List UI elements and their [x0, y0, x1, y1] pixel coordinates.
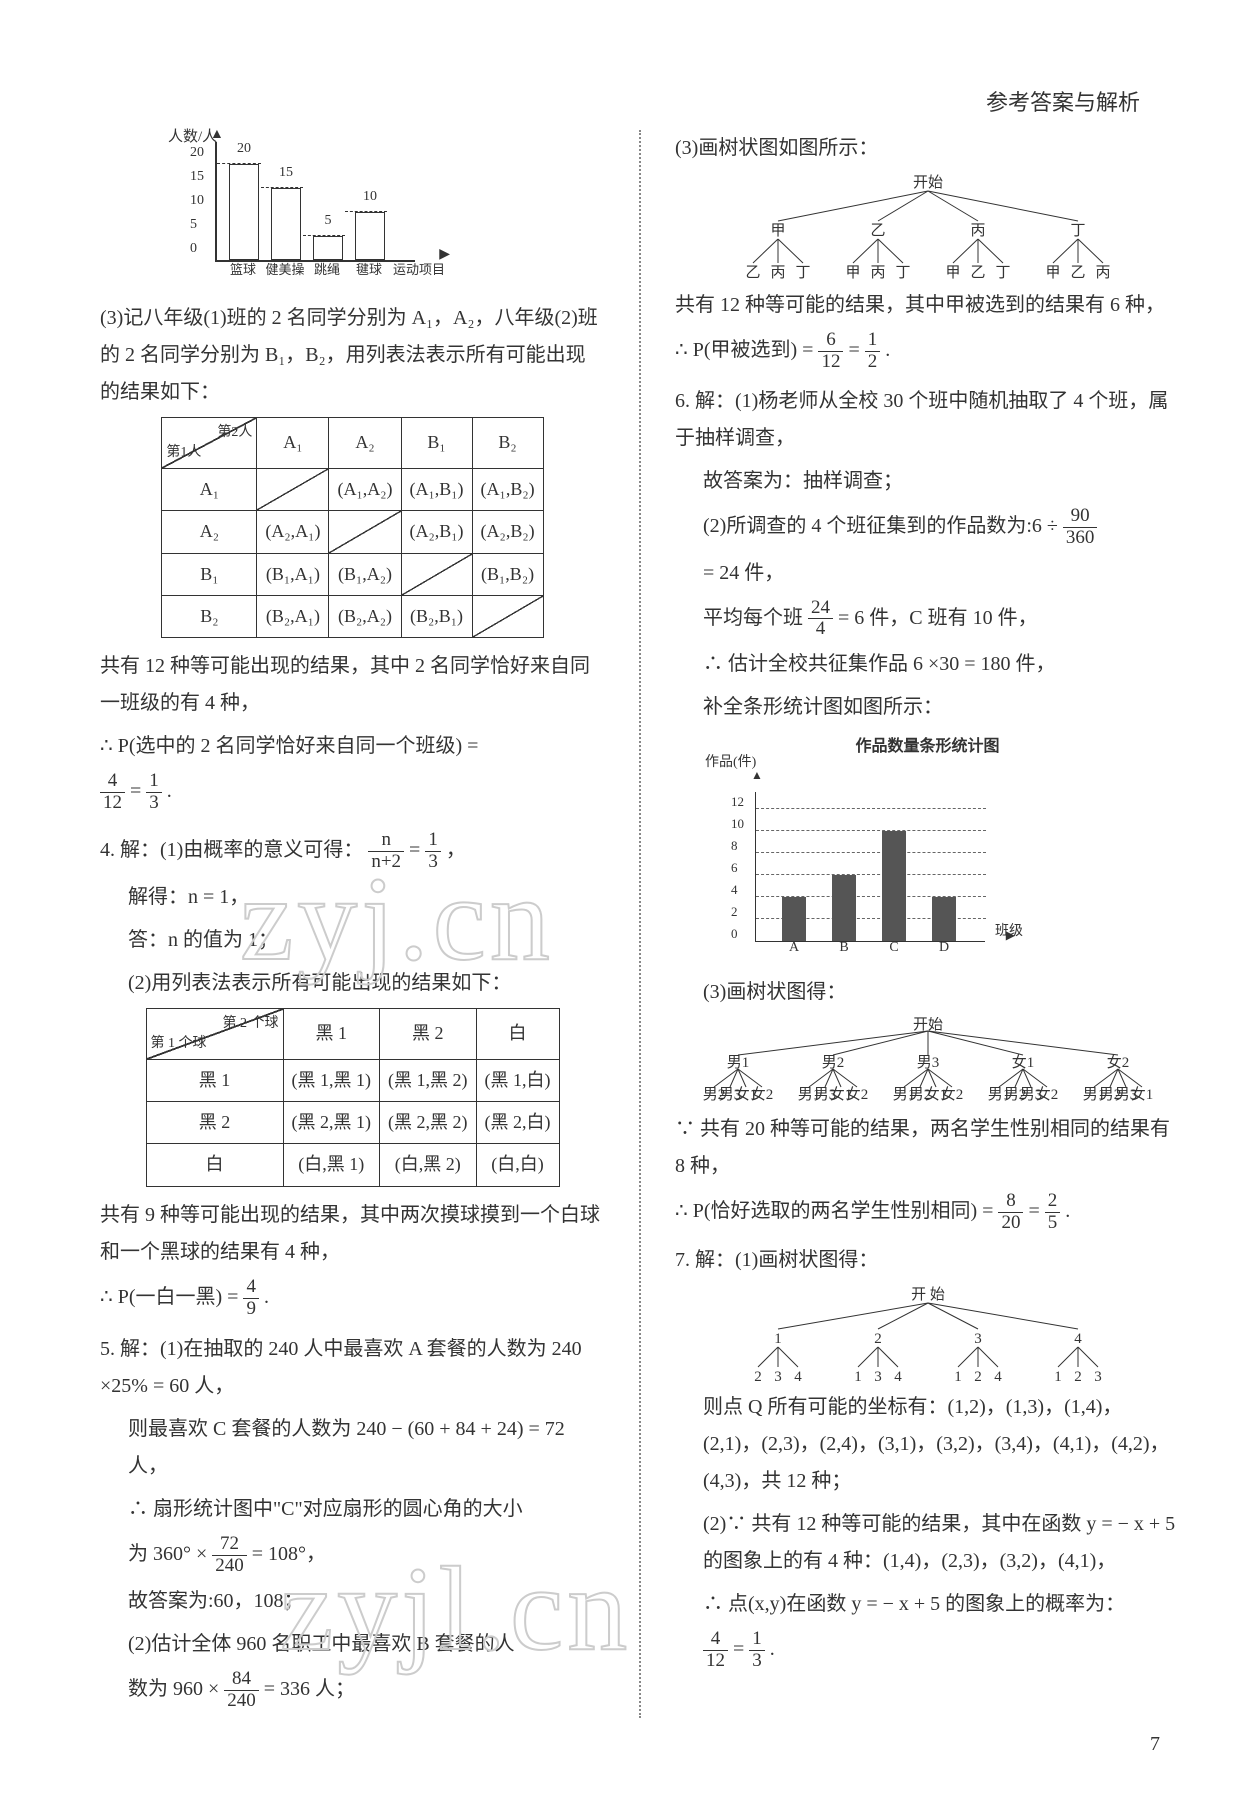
svg-text:男2: 男2	[821, 1055, 844, 1071]
svg-text:4: 4	[1074, 1331, 1082, 1347]
svg-text:女1: 女1	[1130, 1085, 1153, 1103]
svg-text:女2: 女2	[1106, 1053, 1129, 1071]
tree-diagram-1: 开始 甲 乙 丙 丁 乙丙丁 甲丙丁 甲乙丁 甲乙丙	[675, 173, 1180, 283]
p4-intro: 4. 解：(1)由概率的意义可得： nn+2 = 13 ，	[100, 830, 605, 873]
svg-text:甲: 甲	[845, 265, 860, 281]
svg-text:2: 2	[754, 1369, 762, 1385]
p3-a: 共有 12 种等可能出现的结果，其中 2 名同学恰好来自同一班级的有 4 种，	[100, 648, 605, 722]
svg-text:开 始: 开 始	[911, 1286, 945, 1303]
svg-text:乙: 乙	[745, 265, 760, 281]
svg-text:4: 4	[794, 1369, 802, 1385]
left-column: 人数/人 ▲ ▶ 0 5 10 15 20 20 15 5 10 篮球	[100, 130, 605, 1718]
svg-text:1: 1	[1054, 1369, 1062, 1385]
svg-text:1: 1	[954, 1369, 962, 1385]
svg-text:乙: 乙	[970, 265, 985, 281]
svg-text:乙: 乙	[1070, 265, 1085, 281]
right-column: (3)画树状图如图所示： 开始 甲 乙 丙 丁 乙丙丁 甲丙丁 甲乙丁 甲乙丙 …	[675, 130, 1180, 1718]
svg-text:男3: 男3	[916, 1055, 939, 1071]
svg-text:3: 3	[1094, 1369, 1102, 1385]
svg-text:女2: 女2	[1035, 1085, 1058, 1103]
svg-text:2: 2	[1074, 1369, 1082, 1385]
tree-diagram-2: 开始 男1 男2 男3 女1 女2 男2男3女1女2 男1男3女1女2 男1男2…	[675, 1017, 1180, 1107]
table-2: 第 2 个球 第 1 个球 黑 1 黑 2 白 黑 1(黑 1,黑 1)(黑 1…	[146, 1008, 560, 1187]
svg-text:3: 3	[874, 1369, 882, 1385]
svg-text:1: 1	[854, 1369, 862, 1385]
svg-text:2: 2	[974, 1369, 982, 1385]
svg-text:开始: 开始	[912, 1017, 942, 1033]
svg-text:丁: 丁	[895, 265, 910, 281]
bar-chart-2: 作品(件) ▲ ▶ 0 2 4 6 8 10 12 A B	[705, 770, 1005, 970]
svg-text:4: 4	[994, 1369, 1002, 1385]
page-header: 参考答案与解析	[986, 85, 1140, 117]
p3-b: ∴ P(选中的 2 名同学恰好来自同一个班级) =	[100, 728, 605, 765]
svg-text:丁: 丁	[995, 265, 1010, 281]
svg-text:3: 3	[774, 1369, 782, 1385]
svg-text:2: 2	[874, 1331, 882, 1347]
bar-chart-1: 人数/人 ▲ ▶ 0 5 10 15 20 20 15 5 10 篮球	[160, 130, 440, 290]
svg-text:甲: 甲	[1045, 265, 1060, 281]
svg-text:男1: 男1	[726, 1055, 749, 1071]
svg-text:甲: 甲	[770, 223, 785, 239]
page-number: 7	[1150, 1733, 1160, 1756]
svg-text:丙: 丙	[770, 265, 785, 281]
table-1: 第2人 第1人 A₁ A₂ B₁ B₂ A₁(A₁,A₂)(A₁,B₁)(A₁,…	[161, 417, 543, 638]
column-divider	[639, 130, 641, 1718]
svg-text:乙: 乙	[870, 223, 885, 239]
svg-text:女2: 女2	[750, 1085, 773, 1103]
bc1-axes: 20 15 5 10 篮球 健美操 跳绳 毽球 运动项目	[215, 142, 415, 262]
svg-text:丙: 丙	[970, 223, 985, 239]
svg-text:4: 4	[894, 1369, 902, 1385]
tree-diagram-3: 开 始 1234 234 134 124 123	[675, 1285, 1180, 1385]
svg-text:丁: 丁	[795, 265, 810, 281]
svg-text:开始: 开始	[912, 174, 942, 191]
svg-text:1: 1	[774, 1331, 782, 1347]
svg-text:女1: 女1	[1011, 1053, 1034, 1071]
svg-text:甲: 甲	[945, 265, 960, 281]
two-column-content: 人数/人 ▲ ▶ 0 5 10 15 20 20 15 5 10 篮球	[100, 130, 1180, 1718]
svg-text:女2: 女2	[845, 1085, 868, 1103]
svg-text:丙: 丙	[1095, 265, 1110, 281]
p3-intro: (3)记八年级(1)班的 2 名同学分别为 A₁，A₂，八年级(2)班的 2 名…	[100, 300, 605, 411]
svg-text:丁: 丁	[1070, 223, 1085, 239]
svg-text:3: 3	[974, 1331, 982, 1347]
svg-text:女2: 女2	[940, 1085, 963, 1103]
svg-text:丙: 丙	[870, 265, 885, 281]
